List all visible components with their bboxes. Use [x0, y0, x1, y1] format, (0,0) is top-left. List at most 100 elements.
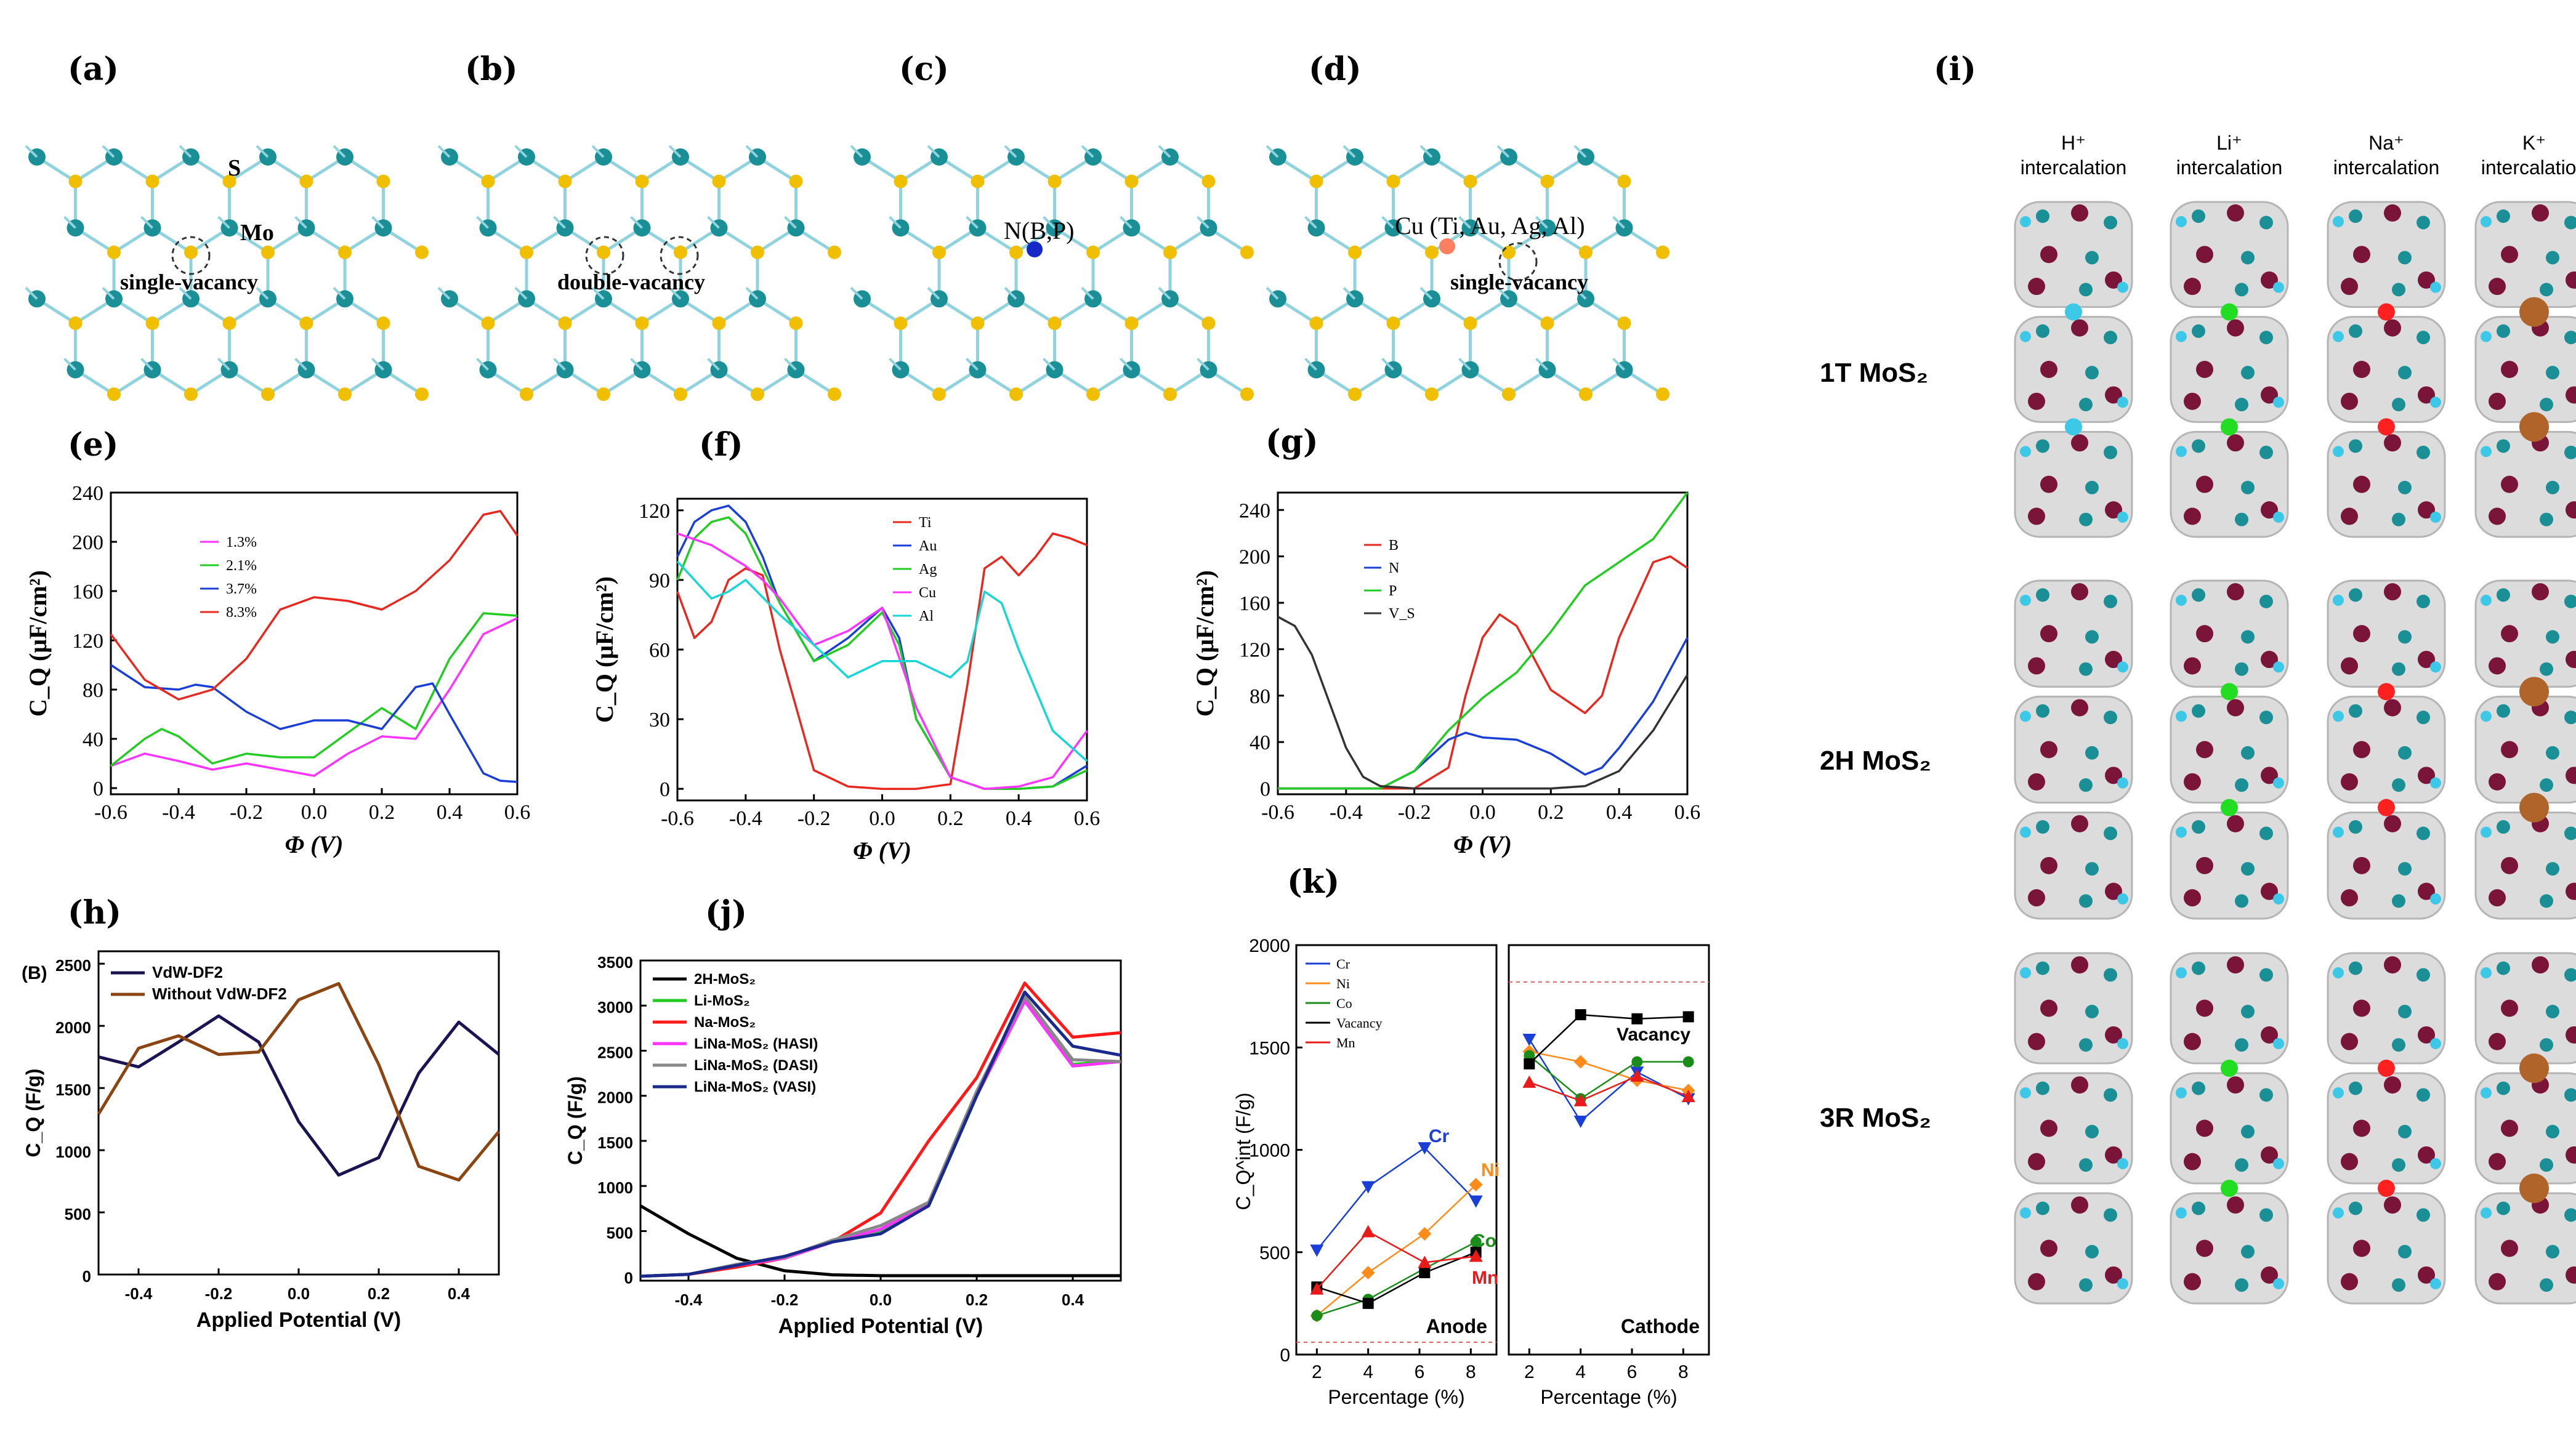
edge-atom — [2333, 446, 2344, 457]
s-atom — [1656, 387, 1670, 401]
panel-label-f: (f) — [699, 426, 743, 464]
bond — [437, 145, 451, 158]
y-tick-label: 2500 — [55, 956, 91, 975]
col-header-k-2: intercalation — [2481, 156, 2576, 179]
annotation-Ni: Ni — [1481, 1160, 1500, 1180]
bond — [1004, 145, 1017, 158]
bond — [1304, 215, 1317, 229]
s-atom — [2353, 475, 2370, 493]
label-s: S — [228, 155, 241, 181]
s-atom — [2040, 475, 2057, 493]
s-atom — [2040, 246, 2057, 264]
y-tick-label: 500 — [65, 1205, 91, 1223]
subplot-label: Cathode — [1621, 1315, 1700, 1337]
s-atom — [2418, 1146, 2435, 1164]
s-atom — [751, 387, 764, 401]
s-atom — [2341, 507, 2358, 525]
bond — [256, 286, 269, 300]
marker-Ni — [1361, 1266, 1375, 1279]
s-atom — [299, 316, 313, 330]
panel-i-charge-density — [2014, 201, 2576, 1305]
s-atom — [2489, 392, 2506, 410]
marker-Cr — [1361, 1181, 1375, 1194]
bond — [102, 145, 115, 158]
s-atom — [2261, 1146, 2278, 1164]
mo-atom — [2259, 331, 2273, 345]
subplot-frame — [1295, 944, 1498, 1356]
bond — [514, 145, 528, 158]
s-atom — [558, 174, 572, 188]
bond — [1004, 286, 1017, 300]
mo-atom — [2235, 778, 2248, 792]
structure-panel-c — [850, 145, 1254, 401]
bond — [1043, 358, 1056, 371]
intercalated-ion — [2221, 799, 2238, 816]
legend-label: Na-MoS₂ — [694, 1014, 756, 1031]
edge-atom — [2020, 216, 2031, 227]
s-atom — [2501, 999, 2518, 1017]
bond — [1612, 215, 1625, 229]
s-atom — [2418, 386, 2435, 404]
bond — [1458, 358, 1471, 371]
x-tick-label: 0.4 — [448, 1284, 470, 1303]
s-atom — [932, 387, 946, 401]
edge-atom — [2176, 826, 2187, 838]
s-atom — [2184, 392, 2201, 410]
s-atom — [1348, 387, 1362, 401]
y-axis-label: C_Q (F/g) — [22, 1069, 44, 1158]
intercalated-ion — [2065, 303, 2082, 321]
mo-atom — [2497, 1201, 2510, 1215]
marker-Cr — [1418, 1142, 1432, 1155]
intercalated-ion — [2378, 418, 2395, 436]
mo-atom — [2392, 894, 2405, 908]
y-tick-label: 160 — [72, 581, 103, 603]
mo-atom — [2497, 324, 2510, 338]
mo-atom — [2235, 894, 2248, 908]
bond — [25, 286, 38, 300]
mo-atom — [2241, 480, 2255, 494]
mo-atom — [2079, 894, 2093, 908]
mo-atom — [2349, 704, 2362, 718]
s-atom — [1201, 174, 1216, 188]
edge-atom — [2117, 397, 2128, 408]
bond — [1304, 358, 1317, 371]
y-tick-label: 80 — [83, 679, 103, 702]
marker-Mn — [1418, 1255, 1432, 1268]
mo-atom — [2349, 1201, 2362, 1215]
s-atom — [481, 174, 495, 188]
s-atom — [520, 245, 533, 259]
subplot-frame — [1508, 944, 1710, 1356]
panel-label-g: (g) — [1266, 423, 1318, 461]
mo-atom — [2398, 630, 2412, 644]
mo-atom — [2392, 1278, 2405, 1292]
s-atom — [712, 174, 726, 188]
y-tick-label: 0 — [624, 1269, 633, 1287]
s-atom — [107, 387, 121, 401]
marker-Mn — [1681, 1090, 1695, 1103]
x-tick-label: 0.4 — [1006, 807, 1032, 830]
mo-atom — [2259, 826, 2273, 840]
mo-atom — [2349, 324, 2362, 338]
mo-atom — [2540, 512, 2553, 526]
x-tick-label: 6 — [1415, 1362, 1425, 1382]
s-atom — [1617, 174, 1631, 188]
mo-atom — [2540, 778, 2553, 792]
s-atom — [712, 316, 726, 330]
mo-atom — [2104, 711, 2117, 725]
intercalated-ion — [2221, 418, 2238, 436]
s-atom — [2071, 699, 2088, 717]
mo-atom — [2036, 961, 2049, 975]
s-atom — [2227, 1076, 2244, 1094]
edge-atom — [2430, 512, 2441, 523]
y-tick-label: 240 — [72, 482, 103, 505]
y-axis-label: C_Q^int (F/g) — [1232, 1092, 1254, 1210]
mo-atom — [2079, 512, 2093, 526]
s-atom — [2071, 319, 2088, 337]
chart-h-tag: (B) — [22, 963, 47, 983]
mo-atom — [2085, 1004, 2099, 1018]
mo-atom — [2564, 711, 2576, 725]
mo-atom — [2192, 1081, 2205, 1095]
mo-atom — [2398, 1124, 2412, 1138]
x-axis-label: Φ (V) — [1453, 831, 1512, 858]
bond — [476, 215, 489, 229]
